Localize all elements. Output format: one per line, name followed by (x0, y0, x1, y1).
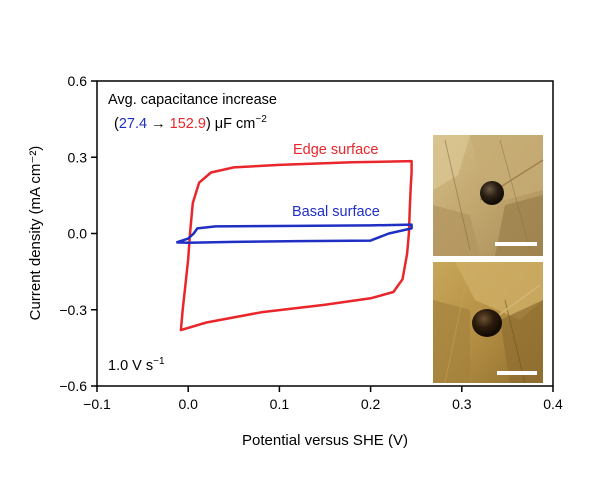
value-basal: 27.4 (119, 116, 147, 132)
x-tick-label: 0.1 (270, 396, 290, 412)
y-tick-label: 0.0 (68, 226, 88, 242)
y-tick-label: 0.3 (68, 149, 88, 165)
scale-bar (495, 242, 537, 246)
scale-bar (497, 371, 537, 375)
y-axis-ticks: −0.6 −0.3 0.0 0.3 0.6 (59, 73, 97, 394)
x-tick-label: 0.2 (361, 396, 381, 412)
droplet-icon (480, 181, 504, 205)
x-axis-title: Potential versus SHE (V) (242, 432, 408, 449)
x-tick-label: 0.4 (543, 396, 563, 412)
series-line-basal-surface (175, 223, 413, 244)
series-label-basal-surface: Basal surface (292, 204, 380, 220)
y-tick-label: −0.6 (59, 378, 87, 394)
x-tick-label: 0.0 (178, 396, 198, 412)
inset-photo-basal (433, 261, 543, 384)
series-label-edge-surface: Edge surface (293, 142, 378, 158)
series-line-edge-surface (179, 159, 413, 332)
annotation-capacitance-values: (27.4 → 152.9) μF cm−2 (114, 114, 267, 132)
y-axis-title: Current density (mA cm⁻²) (27, 146, 44, 321)
x-axis-ticks: −0.1 0.0 0.1 0.2 0.3 0.4 (83, 386, 563, 412)
y-tick-label: −0.3 (59, 302, 87, 318)
y-tick-label: 0.6 (68, 73, 88, 89)
x-tick-label: −0.1 (83, 396, 111, 412)
droplet-icon (472, 309, 502, 337)
annotation-capacitance-title: Avg. capacitance increase (108, 92, 277, 108)
inset-photo-edge (433, 135, 544, 256)
scan-rate-label: 1.0 V s−1 (108, 356, 165, 374)
x-tick-label: 0.3 (452, 396, 472, 412)
value-edge: 152.9 (170, 116, 206, 132)
